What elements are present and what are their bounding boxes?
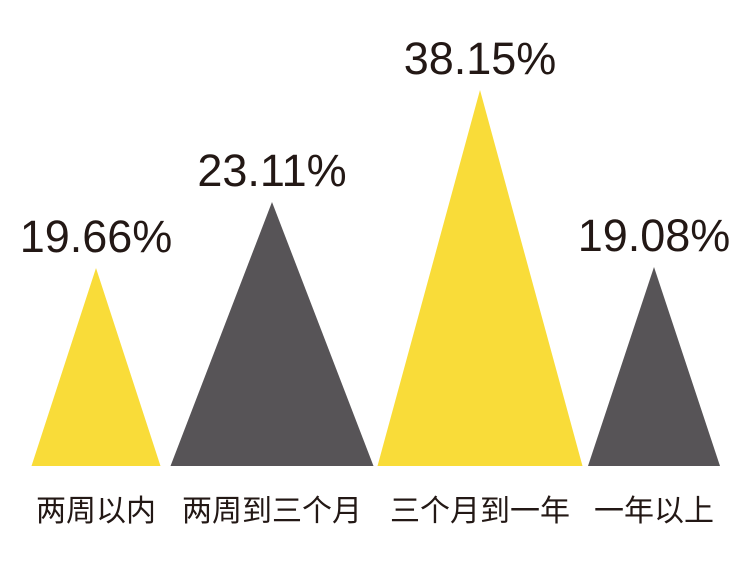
value-label-2: 23.11% bbox=[197, 145, 347, 196]
triangle-mark-4 bbox=[588, 267, 720, 466]
triangle-mark-3 bbox=[377, 90, 583, 466]
value-label-1: 19.66% bbox=[19, 211, 173, 262]
value-label-3: 38.15% bbox=[403, 33, 557, 84]
triangle-mark-2 bbox=[170, 202, 374, 466]
value-label-4: 19.08% bbox=[577, 210, 731, 261]
category-label-3: 三个月到一年 bbox=[390, 495, 570, 528]
category-label-1: 两周以内 bbox=[36, 495, 156, 528]
category-label-4: 一年以上 bbox=[594, 495, 714, 528]
triangle-mark-1 bbox=[31, 268, 161, 466]
category-label-2: 两周到三个月 bbox=[182, 495, 362, 528]
